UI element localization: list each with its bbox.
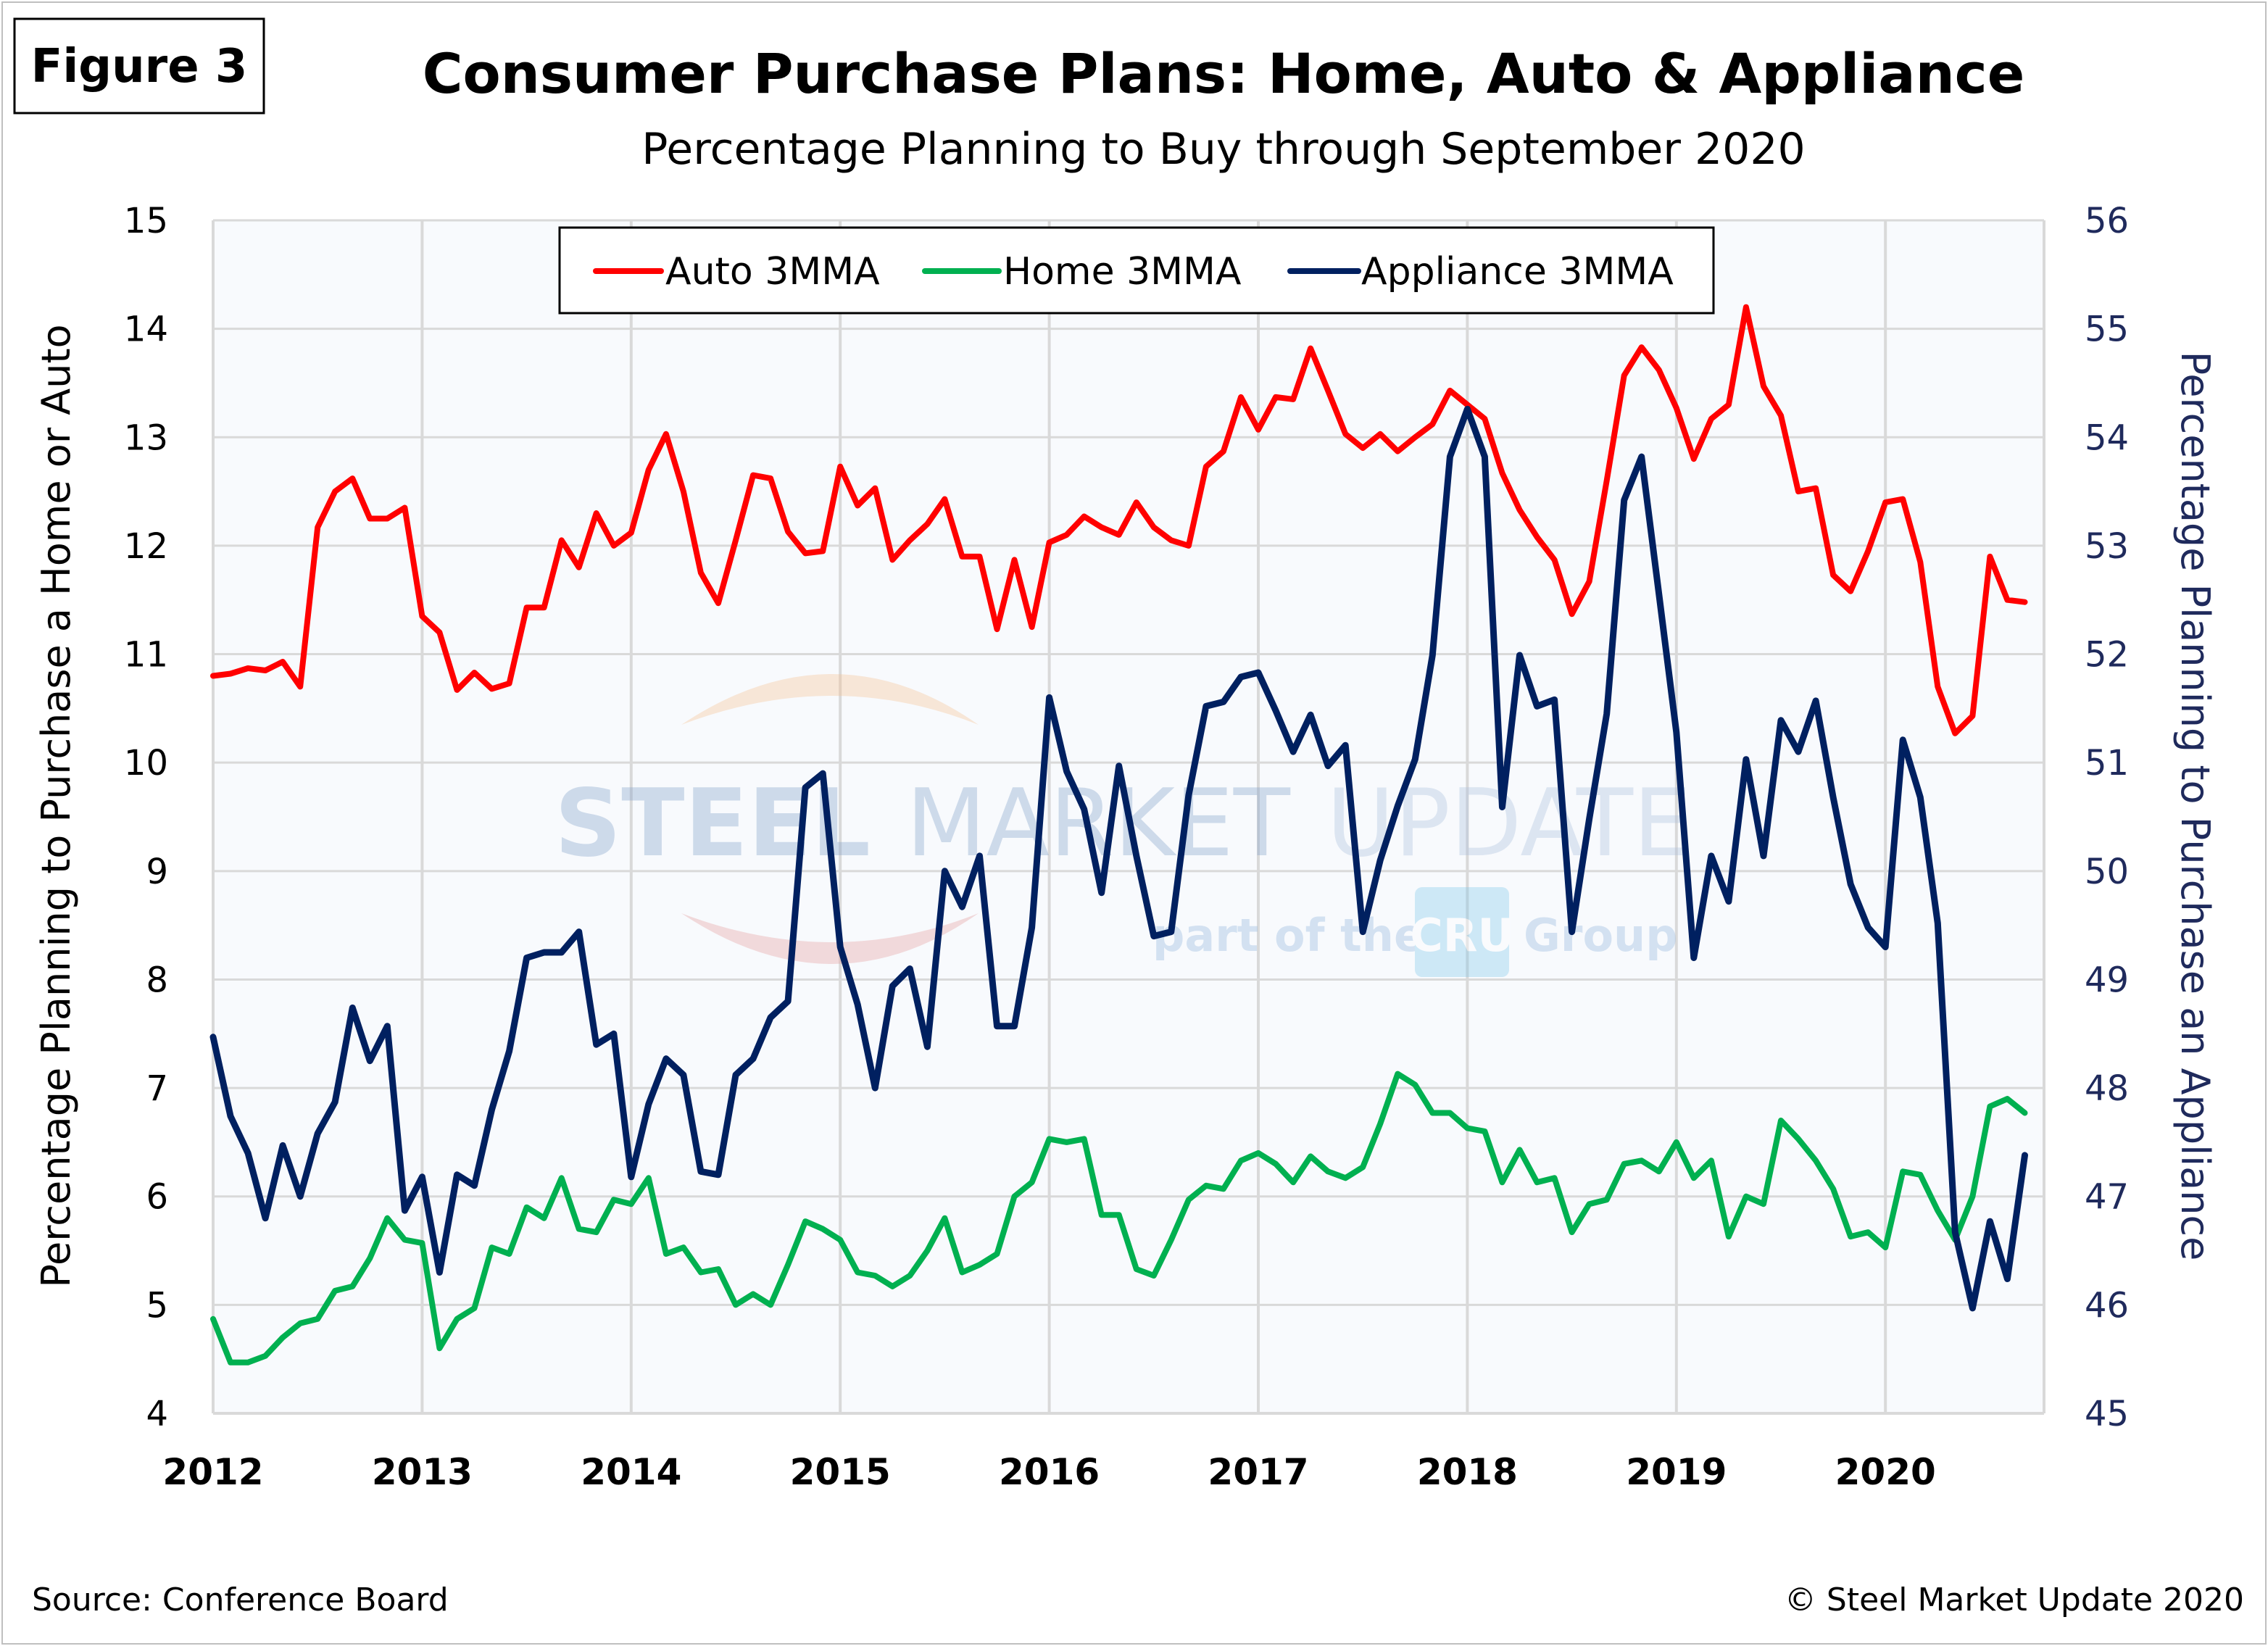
y-tick-label-right: 47 xyxy=(2085,1177,2129,1218)
x-tick-label: 2018 xyxy=(1417,1451,1518,1493)
y-tick-label-right: 49 xyxy=(2085,960,2129,1000)
x-tick-label: 2014 xyxy=(581,1451,681,1493)
legend-label-auto: Auto 3MMA xyxy=(665,250,880,294)
watermark-swoosh-top xyxy=(681,674,979,725)
watermark-text-update: UPDATE xyxy=(1326,770,1692,878)
y-tick-label-right: 45 xyxy=(2085,1394,2129,1434)
watermark-text-market: MARKET xyxy=(906,770,1291,878)
y-tick-label-left: 10 xyxy=(124,743,168,783)
y-tick-label-right: 54 xyxy=(2085,417,2129,458)
watermark-cru-box xyxy=(1415,887,1509,977)
x-tick-label: 2016 xyxy=(999,1451,1100,1493)
auto-line xyxy=(210,304,2028,736)
y-tick-label-left: 7 xyxy=(146,1068,168,1109)
y-tick-label-left: 15 xyxy=(124,201,168,241)
copyright-note: © Steel Market Update 2020 xyxy=(1785,1581,2244,1618)
y-tick-label-left: 11 xyxy=(124,635,168,676)
legend-box xyxy=(558,226,1715,315)
chart-title: Consumer Purchase Plans: Home, Auto & Ap… xyxy=(423,41,2025,106)
watermark-text-group: Group xyxy=(1524,909,1678,962)
chart-subtitle: Percentage Planning to Buy through Septe… xyxy=(641,124,1805,175)
y-tick-label-right: 50 xyxy=(2085,852,2129,892)
y-tick-label-right: 55 xyxy=(2085,309,2129,350)
watermark-logo: STEEL MARKET UPDATE part of the CRU Grou… xyxy=(554,674,1692,977)
x-tick-label: 2013 xyxy=(372,1451,473,1493)
x-tick-label: 2015 xyxy=(790,1451,891,1493)
watermark-swoosh-bottom xyxy=(681,913,979,964)
y-tick-label-right: 52 xyxy=(2085,635,2129,676)
gridlines xyxy=(212,219,2045,1415)
axis-ticks: 4 45 5 46 6 47 7 48 8 49 9 50 10 51 11 52 12 53 13 54 14 55 15… xyxy=(124,201,2129,1493)
y-tick-label-right: 53 xyxy=(2085,526,2129,567)
y-tick-label-right: 46 xyxy=(2085,1285,2129,1326)
watermark-text-steel: STEEL xyxy=(554,770,871,878)
y-tick-label-left: 4 xyxy=(146,1394,168,1434)
y-axis-label-left: Percentage Planning to Purchase a Home o… xyxy=(33,324,79,1287)
y-tick-label-left: 13 xyxy=(124,417,168,458)
y-tick-label-right: 51 xyxy=(2085,743,2129,783)
y-tick-label-left: 5 xyxy=(146,1285,168,1326)
y-tick-label-left: 6 xyxy=(146,1177,168,1218)
y-tick-label-right: 56 xyxy=(2085,201,2129,241)
y-tick-label-left: 9 xyxy=(146,852,168,892)
y-axis-label-right: Percentage Planning to Purchase an Appli… xyxy=(2172,352,2218,1261)
figure-label-box xyxy=(13,17,265,115)
watermark-text-cru: CRU xyxy=(1410,909,1514,962)
appliance-line xyxy=(209,405,2028,1312)
series-lines xyxy=(209,304,2028,1366)
y-tick-label-left: 8 xyxy=(146,960,168,1000)
watermark-text-part-of: part of the xyxy=(1152,909,1424,962)
x-tick-label: 2017 xyxy=(1208,1451,1308,1493)
legend-label-appliance: Appliance 3MMA xyxy=(1361,250,1674,294)
legend: Auto 3MMA Home 3MMA Appliance 3MMA xyxy=(558,226,1715,315)
home-line xyxy=(210,1071,2028,1366)
y-tick-label-right: 48 xyxy=(2085,1068,2129,1109)
x-tick-label: 2019 xyxy=(1626,1451,1727,1493)
source-note: Source: Conference Board xyxy=(32,1581,449,1618)
x-tick-label: 2020 xyxy=(1835,1451,1936,1493)
legend-label-home: Home 3MMA xyxy=(1003,250,1242,294)
x-tick-label: 2012 xyxy=(162,1451,263,1493)
y-tick-label-left: 12 xyxy=(124,526,168,567)
y-tick-label-left: 14 xyxy=(124,309,168,350)
figure-label: Figure 3 xyxy=(31,40,248,93)
